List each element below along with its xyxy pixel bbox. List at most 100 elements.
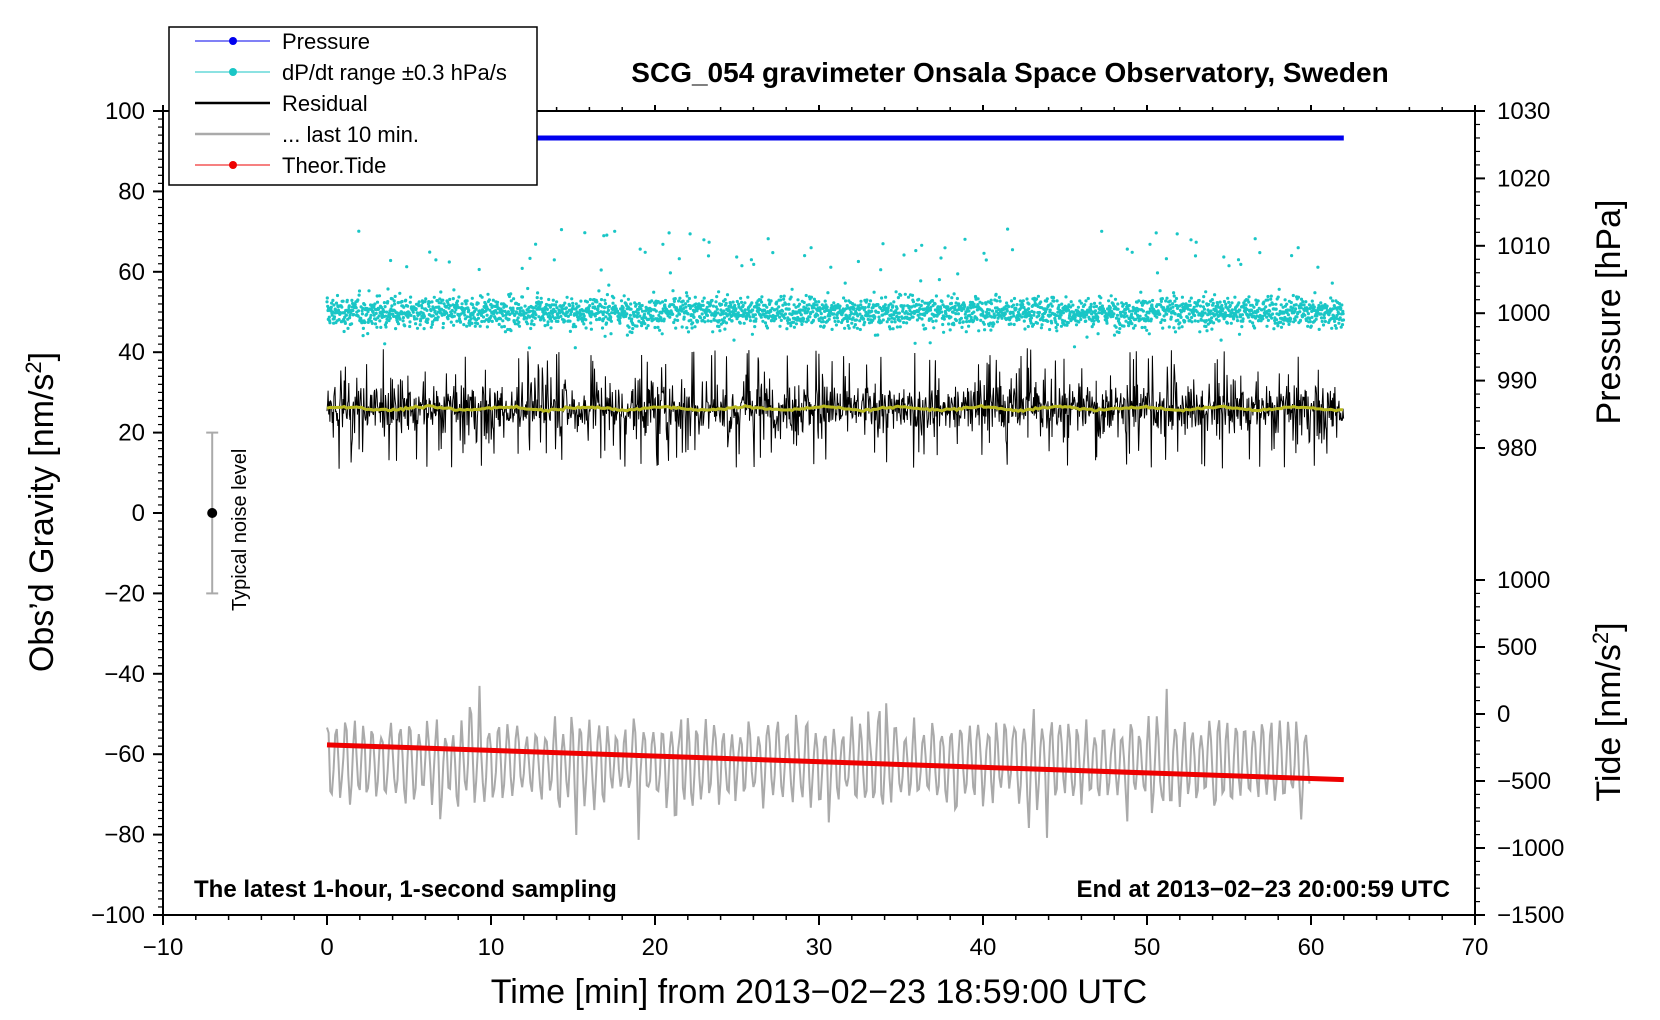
dpdt-point — [678, 312, 682, 316]
dpdt-point — [1237, 332, 1242, 336]
dpdt-point — [707, 240, 711, 244]
dpdt-point — [1325, 304, 1329, 308]
tide-axis-title: Tide [nm/s2] — [1588, 622, 1629, 801]
dpdt-point — [903, 292, 907, 296]
dpdt-point — [552, 258, 556, 262]
dpdt-point — [488, 308, 492, 312]
dpdt-point — [511, 297, 516, 301]
dpdt-point — [347, 308, 351, 312]
dpdt-point — [1079, 317, 1083, 322]
dpdt-point — [518, 309, 522, 313]
dpdt-point — [555, 306, 559, 310]
dpdt-point — [392, 314, 396, 318]
dpdt-point — [1159, 299, 1163, 303]
dpdt-point — [1118, 327, 1122, 331]
dpdt-point — [341, 299, 345, 303]
dpdt-point — [769, 309, 773, 313]
dpdt-point — [879, 320, 883, 324]
dpdt-point — [684, 291, 689, 295]
dpdt-point — [958, 321, 962, 325]
dpdt-point — [593, 306, 597, 310]
dpdt-point — [1210, 327, 1214, 331]
dpdt-point — [1127, 303, 1131, 308]
dpdt-point — [844, 299, 848, 303]
dpdt-point — [1114, 325, 1118, 329]
dpdt-point — [1240, 325, 1244, 329]
dpdt-point — [595, 300, 599, 304]
dpdt-point — [687, 296, 692, 301]
dpdt-point — [509, 329, 513, 333]
dpdt-point — [714, 313, 718, 317]
dpdt-point — [1071, 303, 1075, 307]
dpdt-point — [1168, 303, 1172, 307]
dpdt-point — [1064, 295, 1068, 299]
dpdt-point — [329, 308, 333, 312]
dpdt-point — [1180, 295, 1184, 299]
dpdt-point — [619, 299, 624, 303]
dpdt-point — [607, 304, 612, 308]
dpdt-point — [1208, 312, 1212, 316]
dpdt-point — [500, 325, 504, 329]
dpdt-point — [1138, 314, 1142, 318]
dpdt-point — [1059, 313, 1063, 317]
dpdt-point — [532, 323, 536, 327]
dpdt-point — [1323, 319, 1327, 324]
dpdt-point — [1162, 306, 1166, 310]
dpdt-point — [790, 312, 795, 316]
dpdt-point — [378, 319, 382, 323]
dpdt-point — [1061, 311, 1065, 315]
dpdt-point — [832, 301, 836, 305]
dpdt-point — [1121, 302, 1125, 307]
dpdt-point — [823, 315, 827, 319]
tide-tick-label: 0 — [1497, 701, 1510, 728]
dpdt-point — [571, 301, 575, 305]
tide-tick-label: −1500 — [1497, 902, 1564, 929]
dpdt-point — [1221, 307, 1225, 311]
dpdt-point — [618, 321, 622, 325]
dpdt-point — [1188, 299, 1192, 303]
dpdt-point — [829, 265, 833, 269]
dpdt-point — [1237, 301, 1241, 305]
dpdt-point — [1319, 301, 1323, 305]
dpdt-point — [1086, 296, 1090, 301]
dpdt-point — [1023, 327, 1027, 331]
dpdt-point — [858, 312, 862, 316]
dpdt-point — [888, 327, 892, 331]
dpdt-point — [640, 309, 645, 313]
dpdt-point — [740, 300, 744, 304]
dpdt-point — [601, 317, 606, 321]
dpdt-point — [1265, 315, 1269, 319]
dpdt-point — [383, 305, 387, 309]
dpdt-point — [1338, 316, 1342, 320]
dpdt-point — [761, 319, 765, 323]
dpdt-point — [1117, 317, 1121, 321]
dpdt-point — [852, 325, 856, 329]
dpdt-point — [908, 308, 912, 313]
dpdt-point — [757, 303, 761, 307]
dpdt-point — [1310, 299, 1314, 303]
legend-box — [168, 26, 538, 186]
dpdt-point — [1312, 305, 1316, 309]
dpdt-point — [802, 300, 806, 305]
dpdt-point — [887, 317, 891, 321]
dpdt-point — [1092, 319, 1096, 323]
dpdt-point — [963, 312, 967, 316]
dpdt-point — [911, 300, 916, 304]
dpdt-point — [785, 327, 789, 331]
dpdt-point — [957, 302, 961, 306]
dpdt-point — [1130, 322, 1134, 326]
dpdt-point — [1201, 313, 1205, 317]
dpdt-point — [1158, 312, 1162, 316]
dpdt-point — [1333, 319, 1337, 323]
dpdt-point — [534, 313, 538, 317]
dpdt-point — [528, 256, 532, 260]
dpdt-point — [660, 300, 665, 304]
dpdt-point — [1178, 321, 1182, 325]
dpdt-point — [1065, 323, 1069, 327]
dpdt-point — [987, 311, 991, 315]
dpdt-point — [354, 306, 358, 310]
dpdt-point — [372, 304, 376, 308]
dpdt-point — [1264, 305, 1268, 309]
dpdt-point — [478, 324, 482, 328]
dpdt-point — [384, 321, 388, 325]
